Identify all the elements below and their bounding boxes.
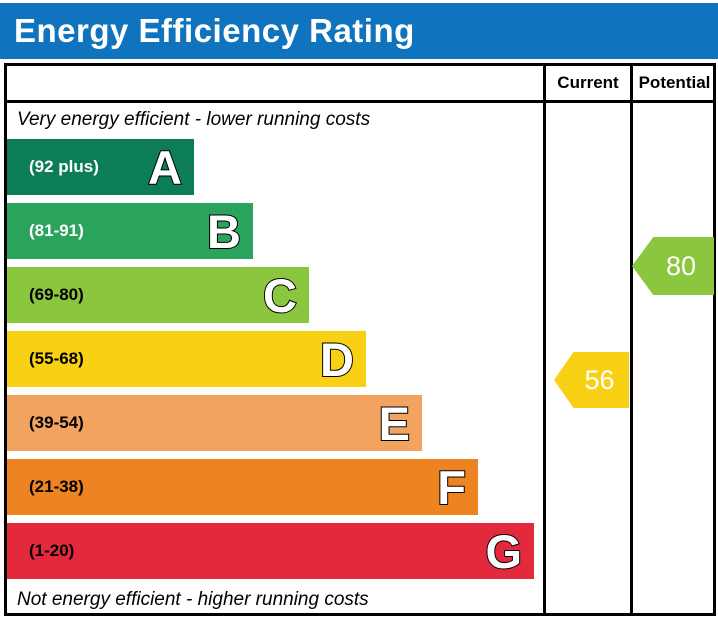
current-rating-arrow: 56 [554,352,629,408]
column-header-current: Current [557,73,619,92]
current-rating-value: 56 [584,364,615,395]
band-letter: E [378,396,411,450]
band-letter: D [319,332,355,386]
rating-table: Current Potential Very energy efficient … [4,63,716,616]
band-letter: C [262,268,298,322]
band-f: (21-38) F [7,459,478,515]
band-letter: A [147,140,183,194]
potential-rating-value: 80 [665,250,697,281]
caption-not-efficient: Not energy efficient - higher running co… [17,589,369,610]
column-divider-potential [630,66,633,613]
band-a: (92 plus) A [7,139,194,195]
band-range: (92 plus) [29,157,99,176]
band-c: (69-80) C [7,267,309,323]
band-range: (69-80) [29,285,84,304]
header-underline [7,100,713,103]
column-divider-current [543,66,546,613]
band-range: (55-68) [29,349,84,368]
band-g: (1-20) G [7,523,534,579]
title-bar: Energy Efficiency Rating [0,3,718,59]
potential-rating-arrow: 80 [632,237,714,295]
band-range: (81-91) [29,221,84,240]
band-letter: B [206,204,242,258]
caption-very-efficient: Very energy efficient - lower running co… [17,109,371,130]
band-b: (81-91) B [7,203,253,259]
page-title: Energy Efficiency Rating [14,12,415,49]
band-d: (55-68) D [7,331,366,387]
band-letter: F [436,460,467,514]
band-e: (39-54) E [7,395,422,451]
band-range: (39-54) [29,413,84,432]
band-letter: G [484,524,523,578]
column-header-potential: Potential [638,73,711,92]
band-range: (21-38) [29,477,84,496]
band-range: (1-20) [29,541,75,560]
